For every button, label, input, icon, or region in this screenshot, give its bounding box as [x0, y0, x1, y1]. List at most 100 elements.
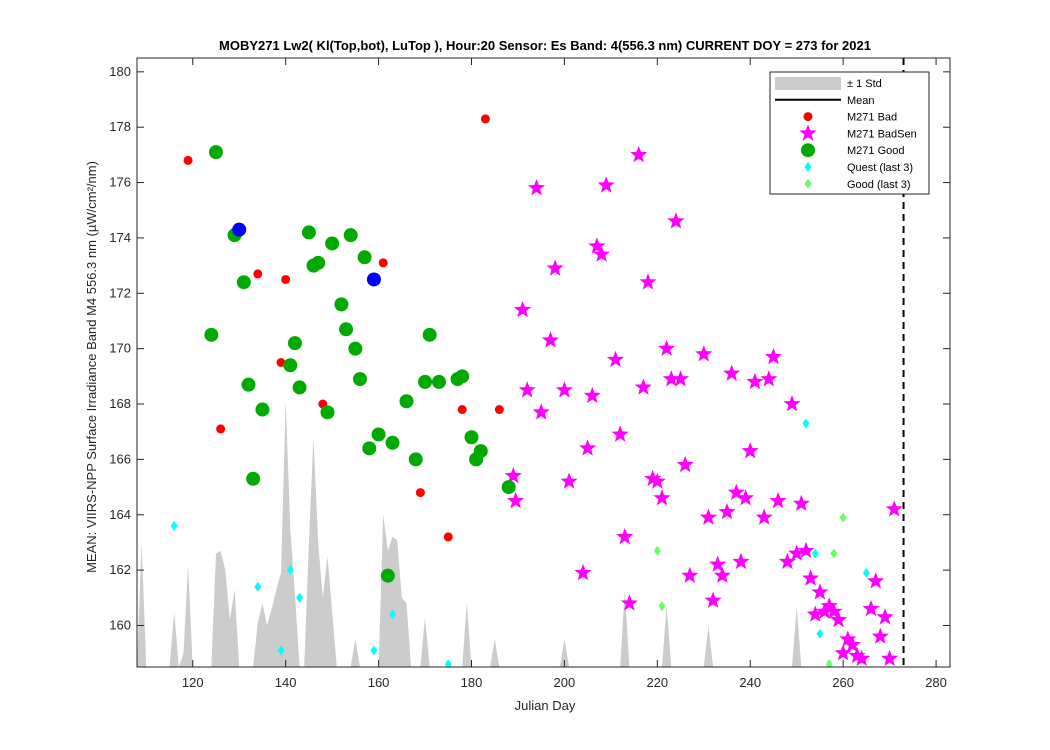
data-point	[806, 605, 824, 622]
data-point	[287, 336, 302, 351]
data-point	[541, 331, 559, 348]
data-point	[797, 541, 815, 558]
data-point	[241, 377, 256, 392]
data-point	[848, 646, 866, 664]
data-point	[741, 442, 759, 459]
data-point	[501, 480, 516, 495]
data-point	[296, 592, 304, 603]
y-tick-label: 168	[109, 396, 131, 411]
data-point	[672, 370, 690, 387]
data-point	[862, 567, 870, 578]
axes-box	[136, 57, 951, 668]
legend-entry: ± 1 Std	[775, 77, 882, 90]
data-point	[507, 491, 525, 509]
data-point	[737, 489, 755, 506]
data-point	[574, 563, 592, 581]
data-point	[695, 345, 713, 362]
legend-entry: Mean	[775, 95, 875, 107]
data-point	[755, 508, 773, 525]
data-point	[843, 635, 861, 653]
data-point	[732, 552, 750, 570]
data-point	[871, 627, 889, 644]
data-point	[399, 394, 414, 409]
plot-area	[137, 58, 950, 667]
data-point	[286, 565, 294, 576]
data-point	[764, 348, 782, 365]
data-point	[378, 258, 388, 268]
data-point	[254, 581, 262, 592]
data-point	[667, 212, 685, 229]
data-point	[277, 645, 285, 656]
data-point	[276, 358, 286, 367]
data-point	[389, 609, 397, 620]
legend-swatch-std	[775, 77, 841, 90]
data-point	[662, 370, 680, 387]
data-point	[473, 444, 488, 459]
data-point	[853, 649, 871, 666]
data-point	[606, 350, 625, 367]
y-axis-label: MEAN: VIIRS-NPP Surface Irradiance Band …	[84, 161, 99, 573]
data-point	[204, 327, 219, 342]
data-point	[760, 370, 778, 387]
x-tick-label: 240	[739, 675, 761, 690]
data-point	[311, 255, 326, 270]
data-point	[370, 645, 378, 656]
series-group	[504, 145, 903, 666]
data-point	[681, 566, 699, 583]
data-point	[385, 435, 400, 450]
data-point	[792, 494, 810, 511]
series-group	[653, 512, 847, 667]
data-point	[546, 259, 564, 276]
data-point	[811, 583, 829, 600]
legend-box	[769, 71, 930, 195]
legend-marker	[804, 162, 812, 172]
legend-entry: M271 Bad	[803, 112, 897, 124]
data-point	[611, 425, 629, 442]
chart-title: MOBY271 Lw2( Kl(Top,bot), LuTop ), Hour:…	[219, 38, 871, 53]
legend-marker	[799, 124, 817, 141]
legend-label: M271 Bad	[847, 112, 897, 124]
data-point	[653, 489, 671, 506]
data-point	[518, 381, 536, 398]
data-point	[588, 237, 606, 254]
y-tick-label: 172	[109, 285, 131, 300]
series-group	[183, 114, 504, 542]
legend-label: Quest (last 3)	[847, 162, 913, 174]
data-point	[343, 228, 358, 243]
data-point	[811, 548, 819, 559]
data-point	[352, 372, 367, 387]
data-point	[881, 649, 899, 666]
data-point	[839, 630, 857, 647]
data-point	[788, 544, 806, 561]
y-tick-label: 178	[109, 119, 131, 134]
data-point	[839, 512, 847, 523]
data-point	[246, 471, 261, 486]
axes: 120 140 160 180 200 220 240 260 280 160 162 164 166 1…	[109, 57, 951, 690]
data-point	[658, 601, 666, 612]
x-tick-label: 200	[554, 675, 576, 690]
data-point	[528, 179, 546, 196]
legend-label: M271 Good	[847, 145, 904, 157]
x-tick-label: 220	[646, 675, 668, 690]
data-point	[431, 374, 446, 389]
data-point	[232, 222, 247, 237]
data-point	[723, 364, 741, 381]
data-point	[216, 424, 226, 434]
data-point	[283, 358, 298, 373]
y-tick-label: 164	[109, 507, 131, 522]
data-point	[253, 269, 263, 279]
data-point	[208, 145, 223, 160]
data-point	[593, 245, 611, 262]
data-group	[137, 58, 950, 667]
data-point	[727, 483, 745, 500]
data-point	[560, 472, 578, 489]
data-point	[704, 591, 722, 608]
data-point	[820, 597, 838, 614]
y-tick-label: 160	[109, 617, 131, 632]
data-point	[816, 628, 824, 639]
data-point	[480, 114, 490, 124]
data-point	[292, 380, 307, 395]
data-point	[236, 275, 251, 290]
